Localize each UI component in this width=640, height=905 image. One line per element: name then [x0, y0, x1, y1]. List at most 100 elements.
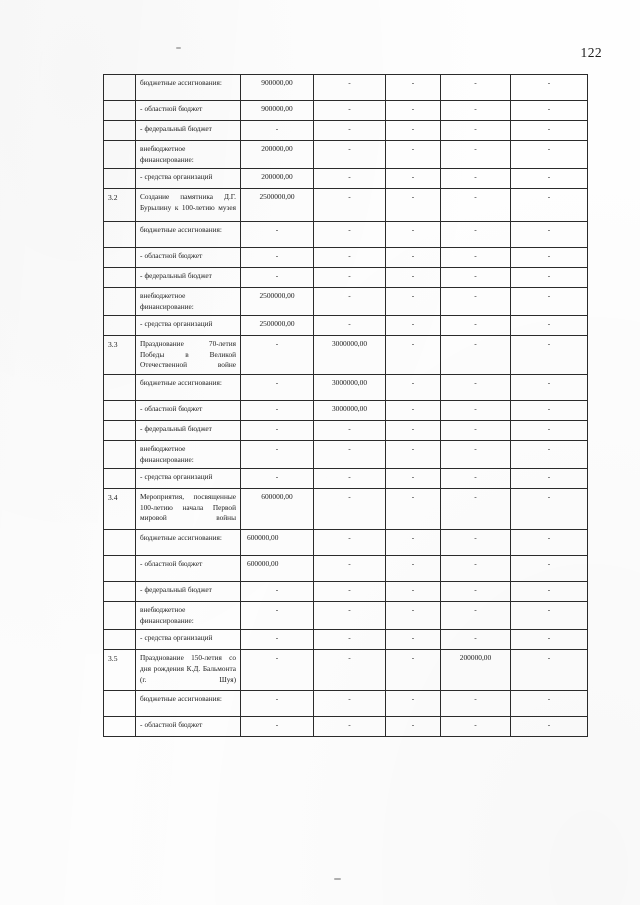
row-number-cell: [103, 581, 136, 603]
row-value-empty-cell: -: [510, 690, 588, 718]
row-value-empty-cell: -: [385, 629, 441, 651]
row-value-cell: 3000000,00: [313, 335, 386, 376]
table-row: бюджетные ассигнования: 900000,00- - - -: [103, 74, 588, 101]
row-value-empty-cell: -: [240, 440, 314, 470]
row-value-empty-cell: -: [510, 716, 588, 738]
row-value-empty-cell: -: [440, 315, 511, 337]
row-value-empty-cell: -: [385, 488, 441, 531]
row-description-cell: Мероприятия, посвященные 100-летию начал…: [135, 488, 241, 531]
row-value-empty-cell: -: [385, 74, 441, 101]
row-value-empty-cell: -: [240, 420, 314, 442]
row-number-cell: [103, 120, 136, 141]
row-value-empty-cell: -: [510, 120, 588, 141]
row-description-cell: внебюджетное финансирование:: [135, 601, 241, 631]
budget-table-container: бюджетные ассигнования: 900000,00- - - - - об…: [103, 74, 588, 738]
row-value-empty-cell: -: [385, 100, 441, 121]
row-value-empty-cell: -: [385, 649, 441, 692]
row-value-empty-cell: -: [510, 221, 588, 249]
row-description-cell: Празднование 150-летия со дня рождения К…: [135, 649, 241, 692]
row-value-empty-cell: -: [440, 247, 511, 269]
row-number-cell: [103, 287, 136, 317]
row-value-empty-cell: -: [385, 315, 441, 337]
table-row: - федеральный бюджет - - - - -: [103, 420, 588, 442]
row-description-cell: - областной бюджет: [135, 555, 241, 583]
row-description-cell: - областной бюджет: [135, 400, 241, 422]
table-row: бюджетные ассигнования: 600000,00- - - -: [103, 529, 588, 557]
row-value-empty-cell: -: [385, 287, 441, 317]
row-value-empty-cell: -: [440, 374, 511, 402]
row-description-cell: - областной бюджет: [135, 100, 241, 121]
row-value-empty-cell: -: [313, 287, 386, 317]
row-value-empty-cell: -: [313, 529, 386, 557]
row-number-cell: [103, 74, 136, 101]
table-row: 3.5 Празднование 150-летия со дня рождени…: [103, 649, 588, 692]
row-description-cell: - средства организаций: [135, 629, 241, 651]
row-value-empty-cell: -: [510, 400, 588, 422]
page-number: 122: [580, 45, 602, 60]
row-value-empty-cell: -: [440, 581, 511, 603]
row-value-empty-cell: -: [313, 555, 386, 583]
row-value-empty-cell: -: [385, 374, 441, 402]
row-value-empty-cell: -: [510, 649, 588, 692]
row-value-empty-cell: -: [510, 488, 588, 531]
row-description-cell: - федеральный бюджет: [135, 120, 241, 141]
row-value-empty-cell: -: [440, 716, 511, 738]
table-row: бюджетные ассигнования: -3000000,00- - -: [103, 374, 588, 402]
row-description-cell: бюджетные ассигнования:: [135, 529, 241, 557]
row-value-empty-cell: -: [510, 629, 588, 651]
row-description-cell: - федеральный бюджет: [135, 420, 241, 442]
row-value-empty-cell: -: [240, 581, 314, 603]
table-row: 3.3 Празднование 70-летия Победы в Велико…: [103, 335, 588, 376]
row-value-empty-cell: -: [440, 168, 511, 190]
row-value-empty-cell: -: [385, 400, 441, 422]
row-value-empty-cell: -: [440, 287, 511, 317]
row-description-cell: бюджетные ассигнования:: [135, 374, 241, 402]
row-value-empty-cell: -: [313, 168, 386, 190]
row-number-cell: [103, 267, 136, 289]
table-row: внебюджетное финансирование: 2500000,00- -…: [103, 287, 588, 317]
row-value-empty-cell: -: [440, 488, 511, 531]
row-value-empty-cell: -: [313, 488, 386, 531]
row-value-cell: 600000,00: [240, 555, 314, 583]
row-value-empty-cell: -: [313, 100, 386, 121]
row-description-cell: - областной бюджет: [135, 716, 241, 738]
row-value-empty-cell: -: [240, 221, 314, 249]
table-row: внебюджетное финансирование: - - - - -: [103, 601, 588, 631]
table-row: - федеральный бюджет - - - - -: [103, 120, 588, 141]
table-row: - областной бюджет 600000,00- - - -: [103, 555, 588, 583]
row-value-empty-cell: -: [313, 120, 386, 141]
row-number-cell: [103, 601, 136, 631]
row-value-empty-cell: -: [385, 440, 441, 470]
row-value-empty-cell: -: [440, 139, 511, 170]
table-row: - областной бюджет - - - - -: [103, 716, 588, 738]
table-row: - средства организаций 200000,00- - - -: [103, 168, 588, 190]
row-value-empty-cell: -: [240, 335, 314, 376]
row-number-cell: [103, 716, 136, 738]
row-number-cell: 3.5: [103, 649, 136, 692]
row-value-empty-cell: -: [385, 267, 441, 289]
row-value-empty-cell: -: [440, 120, 511, 141]
row-value-empty-cell: -: [440, 440, 511, 470]
row-value-empty-cell: -: [385, 555, 441, 583]
row-value-empty-cell: -: [440, 529, 511, 557]
row-value-empty-cell: -: [240, 629, 314, 651]
row-value-empty-cell: -: [313, 649, 386, 692]
row-description-cell: Празднование 70-летия Победы в Великой О…: [135, 335, 241, 376]
row-value-empty-cell: -: [240, 400, 314, 422]
row-value-empty-cell: -: [240, 374, 314, 402]
table-row: 3.4 Мероприятия, посвященные 100-летию на…: [103, 488, 588, 531]
row-value-empty-cell: -: [440, 267, 511, 289]
row-description-cell: - областной бюджет: [135, 247, 241, 269]
row-value-cell: 600000,00: [240, 529, 314, 557]
row-value-cell: 200000,00: [240, 139, 314, 170]
row-number-cell: 3.3: [103, 335, 136, 376]
row-value-empty-cell: -: [440, 188, 511, 223]
table-row: бюджетные ассигнования: - - - - -: [103, 221, 588, 249]
row-value-empty-cell: -: [440, 601, 511, 631]
row-value-empty-cell: -: [510, 247, 588, 269]
row-value-empty-cell: -: [510, 529, 588, 557]
row-value-cell: 3000000,00: [313, 374, 386, 402]
table-row: - областной бюджет - - - - -: [103, 247, 588, 269]
row-value-empty-cell: -: [440, 629, 511, 651]
row-value-empty-cell: -: [510, 601, 588, 631]
